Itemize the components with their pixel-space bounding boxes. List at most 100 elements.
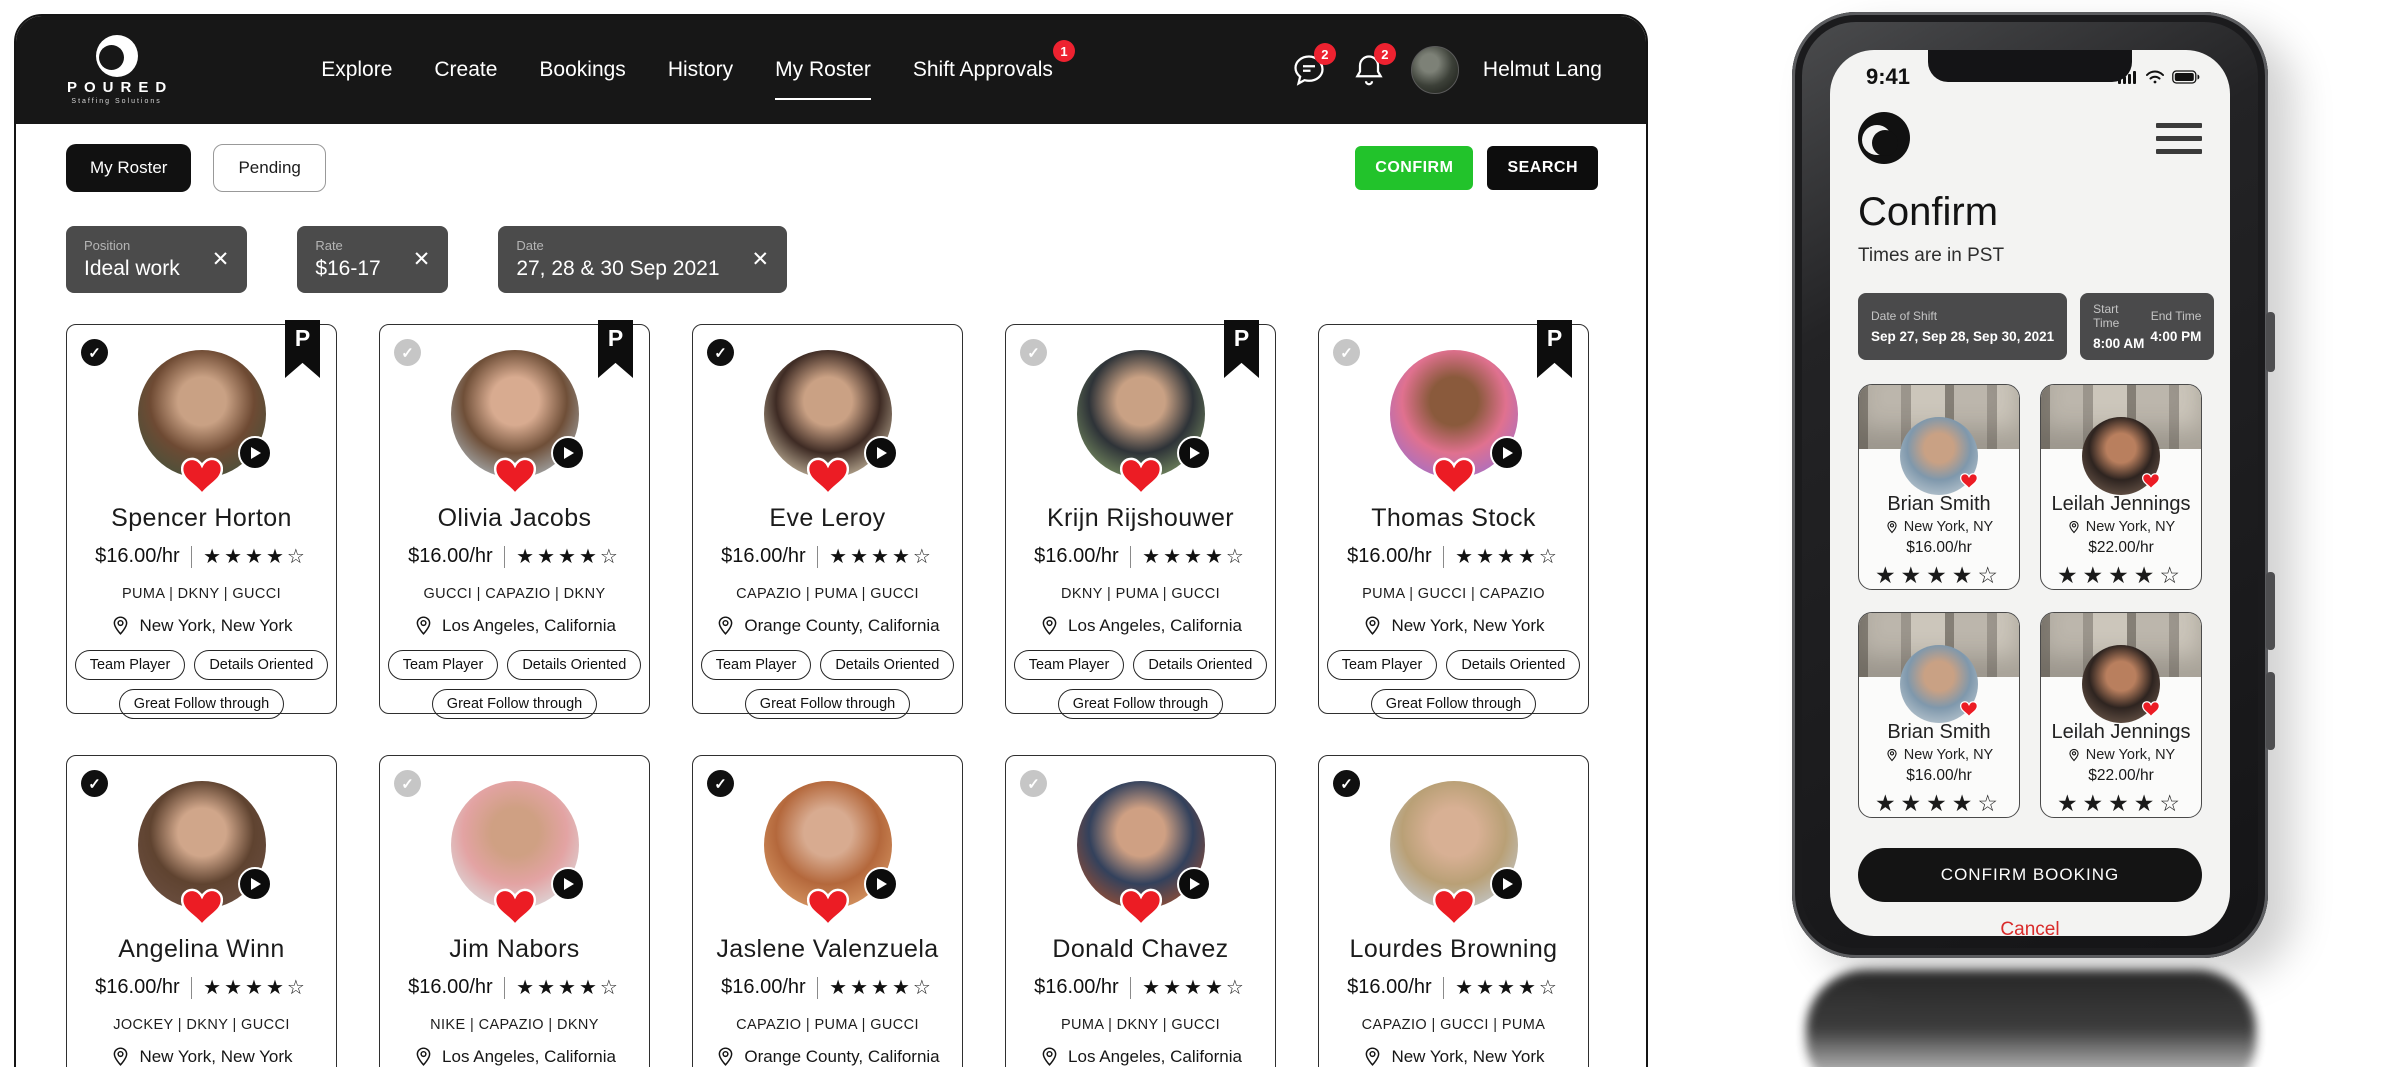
selected-check-icon[interactable]	[81, 339, 108, 366]
star-rating: ★★★★☆	[829, 546, 934, 568]
favorite-heart-icon[interactable]	[493, 457, 536, 495]
booking-name: Brian Smith	[1887, 721, 1991, 743]
my-roster-button[interactable]: My Roster	[66, 144, 192, 192]
booking-location: New York, NY	[2085, 747, 2176, 763]
trait-tag[interactable]: Details Oriented	[194, 650, 329, 680]
worker-card[interactable]: P Jim Nabors $16.00/hr ★★★★☆ NIKE | CAPA…	[379, 755, 650, 1067]
favorite-heart-icon[interactable]	[493, 888, 536, 926]
pending-button[interactable]: Pending	[213, 144, 326, 192]
worker-card[interactable]: P Olivia Jacobs $16.00/hr ★★★★☆ GUCCI | …	[379, 320, 650, 719]
worker-card[interactable]: P Jaslene Valenzuela $16.00/hr ★★★★☆ CAP…	[692, 755, 963, 1067]
nav-item-create[interactable]: Create	[434, 52, 497, 88]
user-avatar[interactable]	[1410, 46, 1459, 94]
play-video-icon[interactable]	[550, 436, 585, 470]
worker-card[interactable]: P Lourdes Browning $16.00/hr ★★★★☆ CAPAZ…	[1318, 755, 1589, 1067]
worker-card[interactable]: P Donald Chavez $16.00/hr ★★★★☆ PUMA | D…	[1005, 755, 1276, 1067]
trait-tag[interactable]: Details Oriented	[1446, 650, 1581, 680]
nav-item-my-roster[interactable]: My Roster	[775, 52, 871, 100]
nav-item-history[interactable]: History	[668, 52, 733, 88]
remove-filter-icon[interactable]: ✕	[412, 248, 431, 271]
worker-location: New York, New York	[139, 1046, 293, 1066]
booking-location: New York, NY	[2085, 519, 2176, 535]
remove-filter-icon[interactable]: ✕	[751, 248, 770, 271]
confirm-booking-button[interactable]: CONFIRM BOOKING	[1858, 848, 2202, 902]
selected-check-icon[interactable]	[81, 770, 108, 797]
favorite-heart-icon[interactable]	[1119, 457, 1162, 495]
hourly-rate: $16.00/hr	[1034, 976, 1119, 998]
trait-tags: Team Player Details Oriented Great Follow …	[74, 650, 329, 719]
play-video-icon[interactable]	[1176, 436, 1211, 470]
trait-tag[interactable]: Great Follow through	[744, 689, 911, 719]
trait-tag[interactable]: Great Follow through	[1057, 689, 1224, 719]
selected-check-icon[interactable]	[1020, 770, 1047, 797]
worker-card[interactable]: P Angelina Winn $16.00/hr ★★★★☆ JOCKEY |…	[66, 755, 337, 1067]
nav-item-shift-approvals[interactable]: Shift Approvals 1	[913, 40, 1075, 88]
end-time-column: End Time 4:00 PM	[2150, 309, 2201, 344]
brand-experience: CAPAZIO | GUCCI | PUMA	[1361, 1017, 1546, 1033]
trait-tag[interactable]: Details Oriented	[1133, 650, 1268, 680]
phone-volume-up-button	[2266, 572, 2275, 650]
brand-experience: PUMA | GUCCI | CAPAZIO	[1362, 586, 1545, 602]
worker-location-row: Los Angeles, California	[1039, 615, 1242, 636]
trait-tag[interactable]: Team Player	[74, 650, 186, 680]
favorite-heart-icon[interactable]	[806, 888, 849, 926]
play-video-icon[interactable]	[863, 867, 898, 901]
trait-tag[interactable]: Team Player	[700, 650, 812, 680]
selected-check-icon[interactable]	[707, 339, 734, 366]
nav-item-label: Create	[434, 58, 498, 81]
play-video-icon[interactable]	[1489, 867, 1524, 901]
favorite-heart-icon[interactable]	[180, 457, 223, 495]
selected-check-icon[interactable]	[394, 339, 421, 366]
play-video-icon[interactable]	[1176, 867, 1211, 901]
worker-photo-wrap	[1389, 350, 1524, 495]
selected-check-icon[interactable]	[394, 770, 421, 797]
play-video-icon[interactable]	[863, 436, 898, 470]
trait-tag[interactable]: Team Player	[1013, 650, 1125, 680]
favorite-heart-icon[interactable]	[1432, 888, 1475, 926]
favorite-heart-icon[interactable]	[1119, 888, 1162, 926]
star-rating: ★★★★☆	[516, 546, 621, 568]
booking-card[interactable]: Leilah Jennings New York, NY $22.00/hr ★…	[2040, 384, 2202, 590]
selected-check-icon[interactable]	[707, 770, 734, 797]
booking-card[interactable]: Brian Smith New York, NY $16.00/hr ★★★★☆	[1858, 384, 2020, 590]
trait-tag[interactable]: Great Follow through	[431, 689, 598, 719]
ribbon-letter: P	[294, 325, 311, 351]
messages-icon[interactable]: 2	[1291, 43, 1336, 88]
worker-name: Donald Chavez	[1052, 935, 1229, 963]
favorite-heart-icon[interactable]	[1432, 457, 1475, 495]
favorite-heart-icon[interactable]	[806, 457, 849, 495]
selected-check-icon[interactable]	[1020, 339, 1047, 366]
trait-tag[interactable]: Great Follow through	[118, 689, 285, 719]
trait-tag[interactable]: Team Player	[1326, 650, 1438, 680]
selected-check-icon[interactable]	[1333, 770, 1360, 797]
trait-tag[interactable]: Great Follow through	[1370, 689, 1537, 719]
nav-item-explore[interactable]: Explore	[321, 52, 392, 88]
worker-card[interactable]: P Spencer Horton $16.00/hr ★★★★☆ PUMA | …	[66, 320, 337, 719]
play-video-icon[interactable]	[237, 436, 272, 470]
favorite-heart-icon[interactable]	[180, 888, 223, 926]
trait-tag[interactable]: Details Oriented	[507, 650, 642, 680]
cancel-button[interactable]: Cancel	[2000, 919, 2060, 936]
remove-filter-icon[interactable]: ✕	[211, 248, 230, 271]
booking-card[interactable]: Leilah Jennings New York, NY $22.00/hr ★…	[2040, 612, 2202, 818]
notifications-bell-icon[interactable]: 2	[1351, 43, 1396, 88]
app-header: POURED Staffing Solutions Explore Create B…	[16, 16, 1646, 124]
booking-name: Brian Smith	[1887, 493, 1991, 515]
phone-mockup: 9:41	[1792, 12, 2275, 958]
nav-item-bookings[interactable]: Bookings	[539, 52, 625, 88]
play-video-icon[interactable]	[550, 867, 585, 901]
worker-card[interactable]: P Thomas Stock $16.00/hr ★★★★☆ PUMA | GU…	[1318, 320, 1589, 719]
hamburger-menu-icon[interactable]	[2156, 122, 2202, 154]
worker-card[interactable]: P Eve Leroy $16.00/hr ★★★★☆ CAPAZIO | PU…	[692, 324, 963, 719]
play-video-icon[interactable]	[1489, 436, 1524, 470]
worker-card[interactable]: P Krijn Rijshouwer $16.00/hr ★★★★☆ DKNY …	[1005, 320, 1276, 719]
confirm-button[interactable]: CONFIRM	[1355, 146, 1474, 190]
trait-tag[interactable]: Team Player	[387, 650, 499, 680]
trait-tag[interactable]: Details Oriented	[820, 650, 955, 680]
selected-check-icon[interactable]	[1333, 339, 1360, 366]
search-button[interactable]: SEARCH	[1487, 146, 1598, 190]
star-rating: ★★★★☆	[1874, 790, 2004, 816]
booking-card[interactable]: Brian Smith New York, NY $16.00/hr ★★★★☆	[1858, 612, 2020, 818]
hourly-rate: $16.00/hr	[1347, 545, 1432, 567]
play-video-icon[interactable]	[237, 867, 272, 901]
